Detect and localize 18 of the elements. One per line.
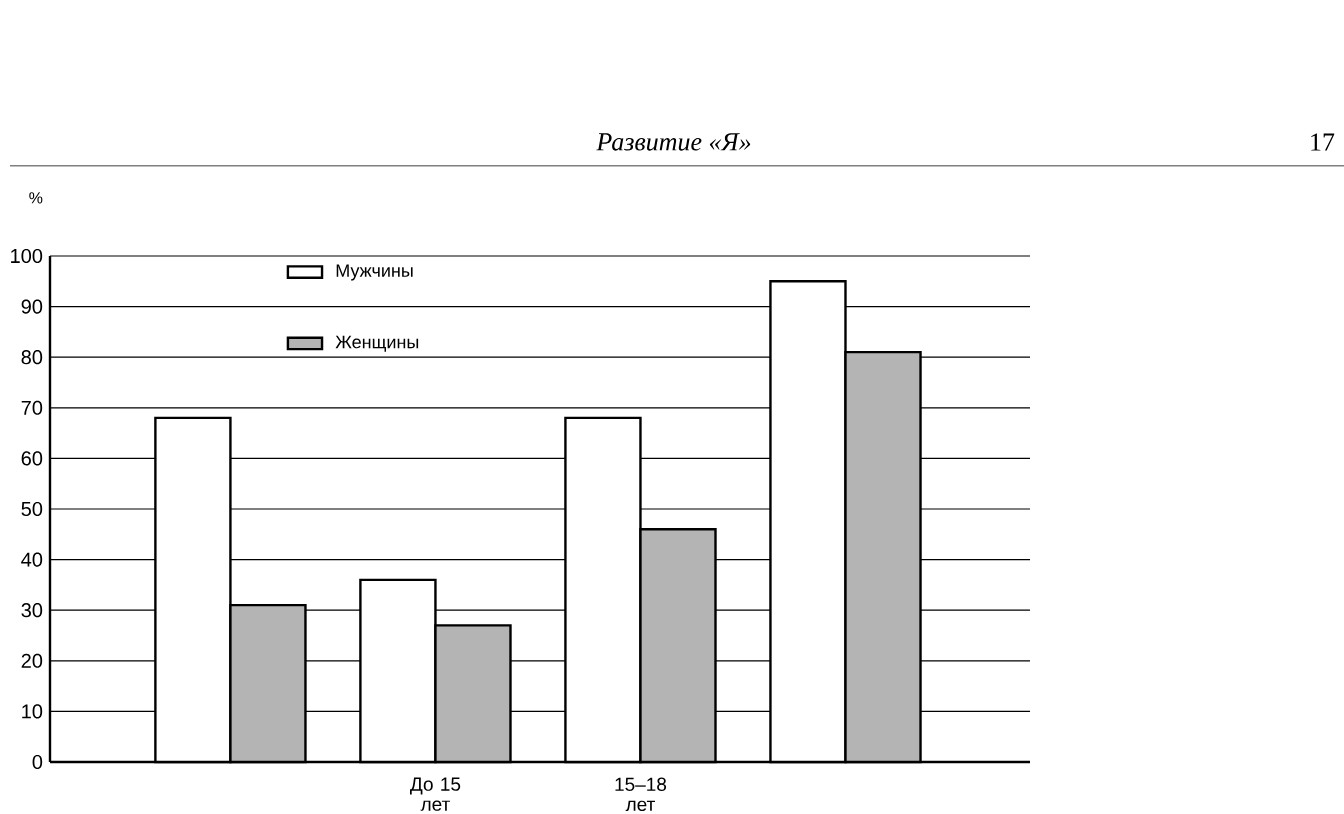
y-tick-label: 70 (21, 400, 43, 415)
y-tick-label: 40 (21, 552, 43, 567)
y-tick-label: 20 (21, 653, 43, 668)
x-tick-label: 15–18 лет (615, 777, 667, 812)
y-tick-label: 60 (21, 451, 43, 466)
y-tick-label: 100 (11, 248, 43, 264)
y-tick-label: 0 (32, 754, 43, 770)
y-tick-label: 80 (21, 350, 43, 365)
x-tick-label: До 15 лет (410, 777, 461, 811)
y-axis-title: % (29, 192, 43, 204)
y-tick-label: 50 (21, 501, 43, 517)
text: 17 (1311, 133, 1335, 151)
legend-label: Женщины (335, 335, 419, 352)
legend-label: Мужчины (336, 264, 413, 281)
y-tick-label: 10 (22, 704, 43, 719)
y-tick-label: 30 (21, 603, 43, 618)
chart-title: Развитие «Я» (596, 133, 751, 151)
y-tick-label: 90 (21, 299, 43, 314)
